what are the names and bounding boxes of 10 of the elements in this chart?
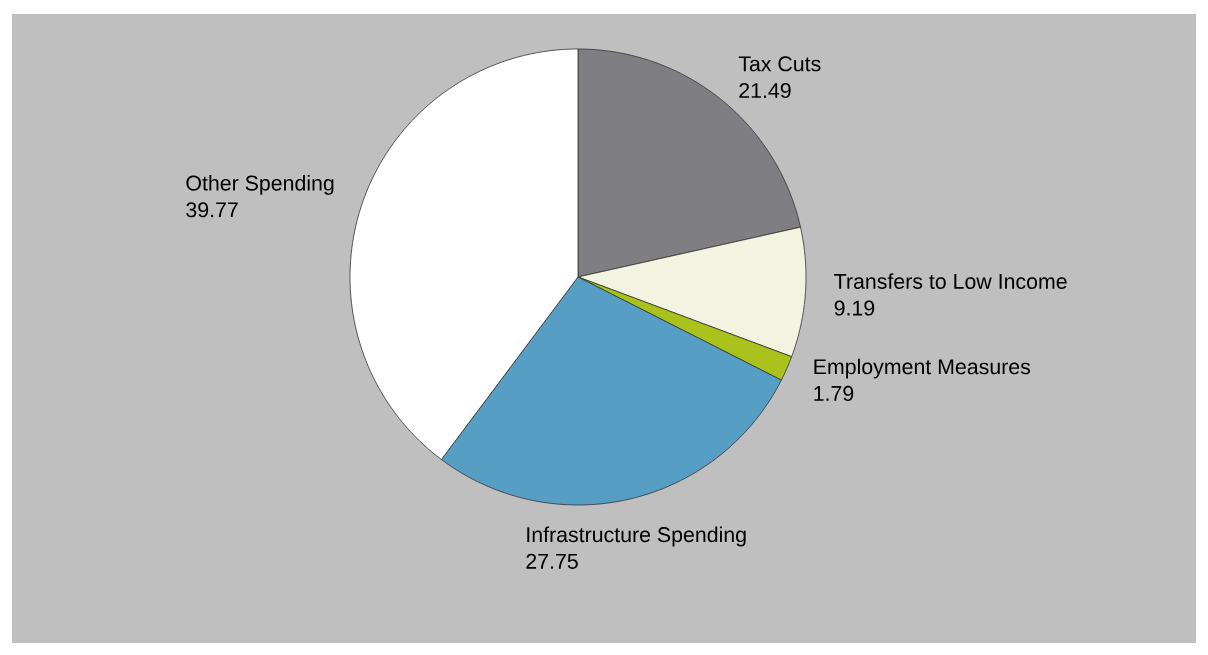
slice-label: Infrastructure Spending [527,526,746,547]
data-label: 21.49 [739,82,791,99]
slice-label: Employment Measures [814,358,1031,379]
data-label: 9.19 [834,300,875,316]
data-label: 27.75 [526,553,578,569]
slice-label: Transfers to Low Income [834,273,1067,289]
slice-label: Other Spending [186,174,334,195]
slice-label: Tax Cuts [738,56,821,72]
data-label: 39.77 [186,202,238,218]
data-label: 1.79 [814,385,854,401]
